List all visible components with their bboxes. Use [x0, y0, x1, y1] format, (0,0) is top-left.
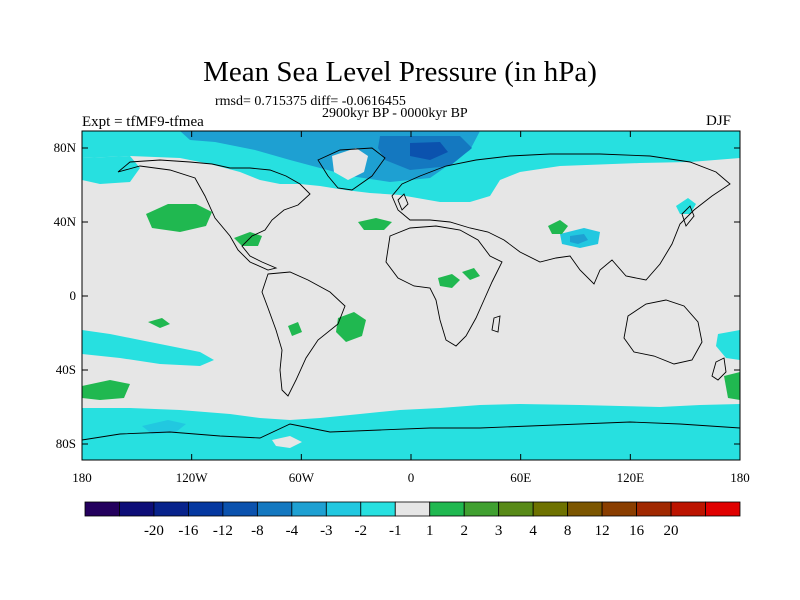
west-africa-positive-patch [438, 274, 460, 288]
colorbar-label: -8 [251, 523, 264, 539]
colorbar-box [567, 501, 603, 517]
southern-ocean-negative-band [82, 404, 740, 460]
colorbar-label: -20 [144, 523, 164, 539]
australia-coast [623, 299, 703, 365]
stats-line: rmsd= 0.715375 diff= -0.0616455 [215, 94, 406, 109]
africa-coast [385, 225, 503, 347]
colorbar-box [705, 501, 741, 517]
experiment-label: Expt = tfMF9-tfmea [82, 114, 204, 130]
north-atlantic-positive-patch [358, 218, 392, 230]
north-pacific-positive-patch [146, 204, 212, 232]
south-america-positive-patch [288, 322, 302, 336]
season-label: DJF [706, 113, 732, 129]
lat-label: 40S [56, 362, 76, 377]
longitude-labels: 180 120W 60W 0 60E 120E 180 [72, 470, 750, 485]
colorbar-box [222, 501, 258, 517]
tibet-negative-core [570, 234, 588, 244]
colorbar-box [463, 501, 500, 517]
arctic-pacific-patch [82, 156, 140, 184]
colorbar-box [325, 501, 362, 517]
colorbar-label: -12 [213, 523, 233, 539]
coastlines [81, 147, 741, 441]
colorbar-box [153, 501, 189, 517]
colorbar-box [636, 501, 672, 517]
colorbar-label: 2 [460, 523, 468, 539]
colorbar-box [498, 501, 534, 517]
colorbar-label: 8 [564, 523, 572, 539]
colorbar-label: -4 [286, 523, 299, 539]
colorbar-label: -3 [320, 523, 333, 539]
colorbar-box [360, 501, 396, 517]
colorbar-label: 20 [664, 523, 679, 539]
north-america-coast [117, 159, 311, 271]
east-pacific-positive-patch [724, 372, 740, 400]
south-pacific-negative-band [82, 330, 214, 366]
colorbar-label: 16 [629, 523, 645, 539]
us-southeast-positive-patch [234, 232, 262, 246]
colorbar-box [119, 501, 155, 517]
colorbar-box [188, 501, 224, 517]
colorbar-label: 3 [495, 523, 503, 539]
south-atlantic-positive-patch [336, 312, 366, 342]
period-line: 2900kyr BP - 0000kyr BP [322, 106, 468, 121]
lon-label: 0 [408, 470, 415, 485]
lon-label: 180 [72, 470, 92, 485]
greenland-neutral-patch [332, 148, 368, 180]
colorbar-label: -16 [178, 523, 198, 539]
uk-coast [397, 193, 409, 211]
colorbar-box [256, 501, 293, 517]
colorbar-box [670, 501, 706, 517]
lat-label: 40N [54, 214, 77, 229]
east-africa-positive-patch [462, 268, 480, 280]
lon-label: 120E [617, 470, 645, 485]
tropical-pacific-positive-patch [148, 318, 170, 328]
colorbar-box [601, 501, 637, 517]
antarctic-neutral-patch [272, 436, 302, 448]
eurasia-coast [391, 153, 731, 285]
antarctica-coast [81, 421, 741, 441]
axis-ticks [81, 131, 741, 460]
lon-label: 120W [176, 470, 209, 485]
antarctic-negative-patch [142, 420, 186, 434]
tasman-negative-patch [716, 330, 740, 360]
lon-label: 180 [730, 470, 750, 485]
lon-label: 60E [510, 470, 531, 485]
colorbar-box [394, 501, 431, 517]
colorbar [84, 501, 741, 517]
lon-label: 60W [289, 470, 315, 485]
colorbar-label: -2 [355, 523, 368, 539]
map-plot [81, 130, 741, 461]
south-pacific-positive-patch [82, 380, 130, 400]
new-zealand-coast [711, 357, 727, 381]
greenland-coast [317, 147, 386, 191]
colorbar-label: 1 [426, 523, 434, 539]
colorbar-label: 4 [529, 523, 537, 539]
latitude-labels: 80N 40N 0 40S 80S [54, 140, 77, 451]
lat-label: 80S [56, 436, 76, 451]
japan-negative-patch [676, 198, 696, 214]
south-america-coast [261, 271, 346, 397]
colorbar-box [532, 501, 569, 517]
madagascar-coast [491, 315, 501, 333]
japan-coast [681, 205, 695, 227]
lat-label: 0 [70, 288, 77, 303]
colorbar-labels: -20 -16 -12 -8 -4 -3 -2 -1 1 2 3 4 8 12 16 20 [144, 523, 679, 539]
lat-label: 80N [54, 140, 77, 155]
colorbar-box [291, 501, 327, 517]
colorbar-box [84, 501, 120, 517]
central-asia-positive-patch [548, 220, 568, 234]
colorbar-label: 12 [595, 523, 610, 539]
colorbar-label: -1 [389, 523, 402, 539]
page-title: Mean Sea Level Pressure (in hPa) [203, 56, 597, 88]
colorbar-box [429, 501, 465, 517]
arctic-core [410, 142, 448, 160]
